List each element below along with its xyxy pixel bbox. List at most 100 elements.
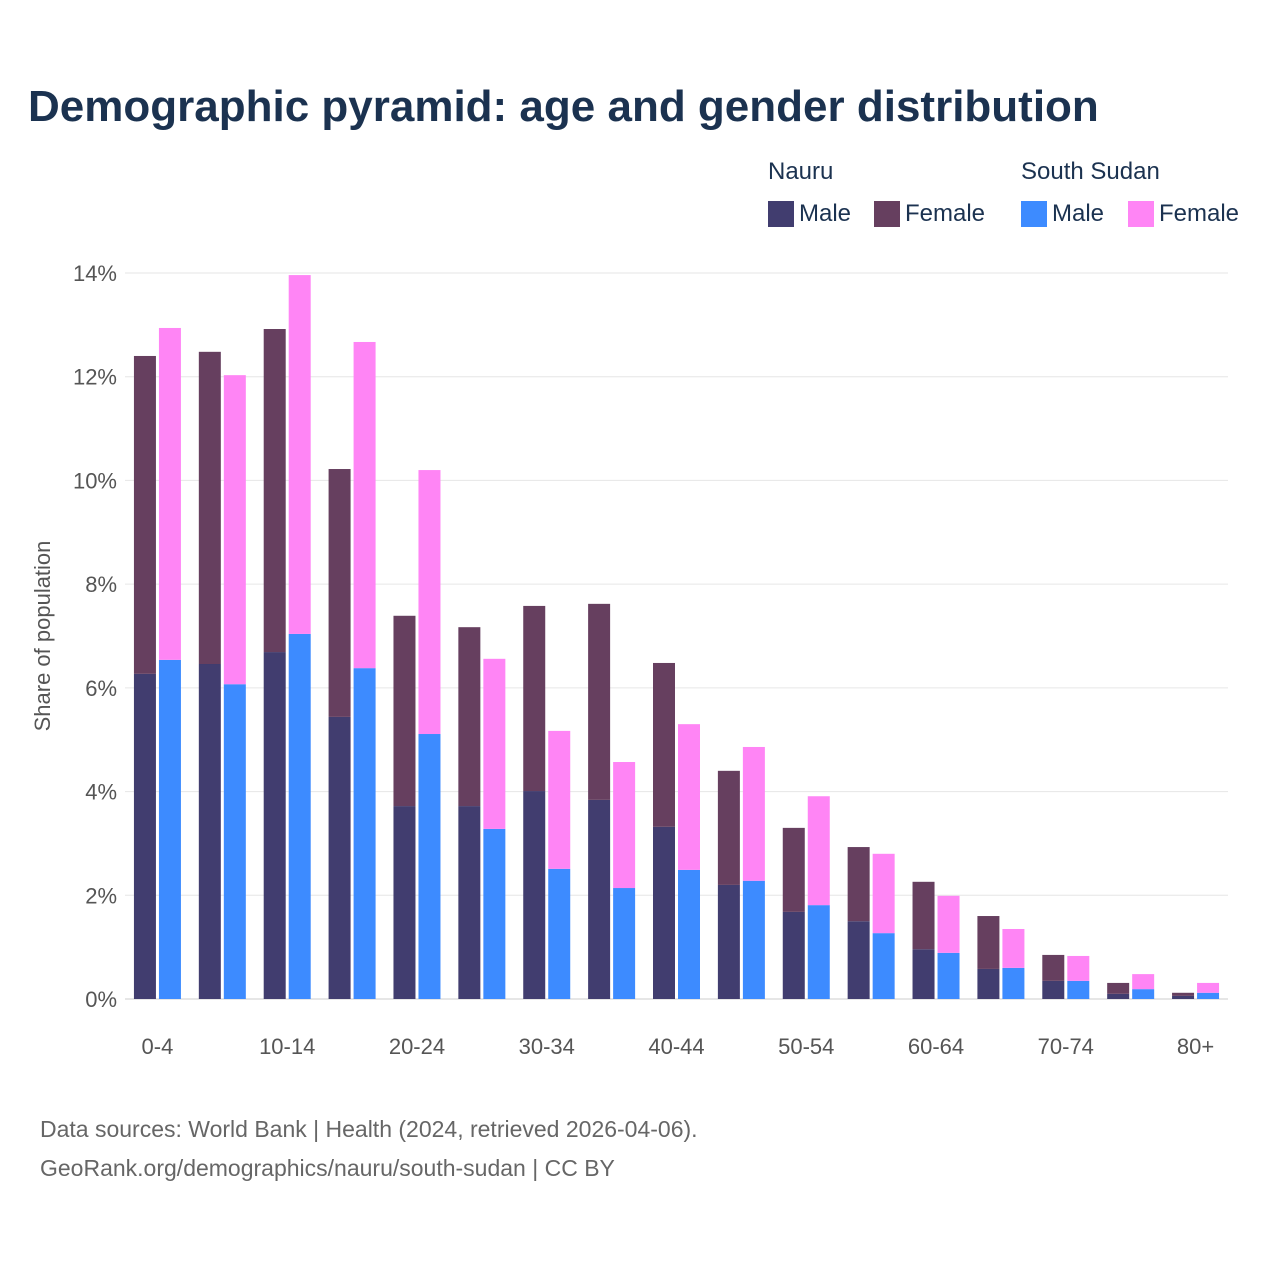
legend-label: Female: [1159, 200, 1240, 227]
bar-south-sudan-male: [742, 880, 765, 999]
footer-url: GeoRank.org/demographics/nauru/south-sud…: [40, 1155, 615, 1181]
bar-south-sudan-female: [353, 341, 376, 669]
bar-south-sudan-female: [1067, 955, 1090, 981]
bar-nauru-male: [977, 968, 1000, 999]
legend-label: Male: [1052, 200, 1105, 227]
legend-swatch: [1128, 201, 1154, 227]
legend-south-sudan-male: Male: [1021, 200, 1104, 228]
bar-south-sudan-male: [353, 668, 376, 999]
bar-south-sudan-male: [937, 952, 960, 999]
bar-nauru-female: [133, 355, 156, 674]
legend-group-nauru: Nauru: [768, 158, 834, 185]
bar-nauru-female: [393, 615, 416, 807]
legend-swatch: [1021, 201, 1047, 227]
y-tick-label: 8%: [85, 572, 117, 597]
bar-south-sudan-female: [1002, 928, 1025, 968]
bar-nauru-male: [523, 791, 546, 999]
bar-south-sudan-male: [678, 869, 700, 999]
bar-nauru-male: [198, 664, 221, 999]
bar-south-sudan-male: [548, 868, 571, 999]
x-tick-label: 60-64: [908, 1034, 964, 1059]
bar-south-sudan-female: [937, 895, 960, 953]
bar-south-sudan-female: [872, 853, 895, 934]
bar-nauru-male: [458, 806, 481, 999]
bar-nauru-female: [1042, 954, 1065, 981]
bar-nauru-female: [523, 605, 546, 792]
bar-south-sudan-male: [1132, 989, 1155, 999]
bar-south-sudan-male: [288, 633, 311, 999]
chart-title: Demographic pyramid: age and gender dist…: [28, 82, 1099, 131]
legend-nauru-male: Male: [768, 200, 851, 228]
bar-nauru-male: [912, 949, 935, 999]
bar-south-sudan-female: [158, 327, 181, 660]
legend-group-south-sudan: South Sudan: [1021, 158, 1160, 185]
footer-sources: Data sources: World Bank | Health (2024,…: [40, 1116, 698, 1142]
bar-nauru-female: [198, 351, 221, 665]
bar-nauru-female: [328, 469, 351, 717]
y-tick-label: 10%: [73, 468, 117, 493]
bar-nauru-female: [588, 603, 611, 800]
bar-south-sudan-female: [613, 762, 636, 889]
bar-nauru-male: [1172, 995, 1195, 999]
bar-south-sudan-male: [1002, 967, 1025, 999]
bar-south-sudan-male: [158, 659, 181, 999]
y-axis-label: Share of population: [30, 541, 55, 732]
y-tick-label: 14%: [73, 261, 117, 286]
bar-nauru-male: [133, 673, 156, 999]
bar-south-sudan-female: [678, 724, 700, 870]
bar-south-sudan-male: [1197, 992, 1220, 999]
bar-south-sudan-female: [548, 730, 571, 869]
legend-swatch: [768, 201, 794, 227]
bar-south-sudan-male: [1067, 980, 1090, 999]
legend-south-sudan-female: Female: [1128, 200, 1239, 228]
bar-south-sudan-male: [613, 888, 636, 999]
bar-nauru-male: [328, 716, 351, 999]
bar-nauru-male: [1042, 980, 1065, 999]
x-tick-label: 40-44: [648, 1034, 704, 1059]
bar-south-sudan-male: [807, 905, 830, 999]
bar-nauru-female: [847, 847, 870, 922]
x-tick-label: 70-74: [1038, 1034, 1094, 1059]
bar-nauru-male: [263, 652, 286, 999]
x-tick-label: 80+: [1177, 1034, 1214, 1059]
legend-label: Female: [905, 200, 986, 227]
bar-nauru-female: [1172, 992, 1195, 996]
legend-swatch: [874, 201, 900, 227]
bar-nauru-female: [458, 627, 481, 807]
y-tick-label: 0%: [85, 987, 117, 1012]
y-tick-label: 6%: [85, 676, 117, 701]
x-tick-label: 0-4: [142, 1034, 174, 1059]
y-tick-label: 2%: [85, 883, 117, 908]
y-tick-label: 4%: [85, 780, 117, 805]
bar-south-sudan-female: [1197, 982, 1220, 993]
bar-south-sudan-female: [418, 470, 441, 735]
bar-nauru-female: [653, 662, 675, 827]
bar-nauru-male: [847, 921, 870, 999]
bar-south-sudan-male: [872, 933, 895, 999]
bar-south-sudan-female: [807, 796, 830, 906]
bar-nauru-male: [393, 806, 416, 999]
bar-south-sudan-female: [223, 375, 246, 685]
bar-nauru-female: [1107, 982, 1130, 994]
bar-south-sudan-female: [483, 658, 506, 829]
bar-south-sudan-male: [223, 684, 246, 999]
x-tick-label: 20-24: [389, 1034, 445, 1059]
bar-nauru-male: [1107, 993, 1130, 999]
bar-south-sudan-male: [418, 734, 441, 999]
bar-south-sudan-male: [483, 828, 506, 999]
x-tick-label: 30-34: [519, 1034, 575, 1059]
legend-nauru-female: Female: [874, 200, 985, 228]
bar-nauru-female: [263, 329, 286, 653]
bar-nauru-male: [653, 826, 675, 999]
bar-south-sudan-female: [742, 746, 765, 881]
x-tick-label: 50-54: [778, 1034, 834, 1059]
bar-nauru-male: [588, 799, 611, 999]
bar-nauru-female: [782, 827, 805, 912]
bar-nauru-female: [977, 916, 1000, 969]
bar-nauru-male: [717, 884, 740, 999]
x-tick-label: 10-14: [259, 1034, 315, 1059]
bar-nauru-male: [782, 911, 805, 999]
bar-nauru-female: [717, 770, 740, 885]
bar-south-sudan-female: [1132, 974, 1155, 990]
